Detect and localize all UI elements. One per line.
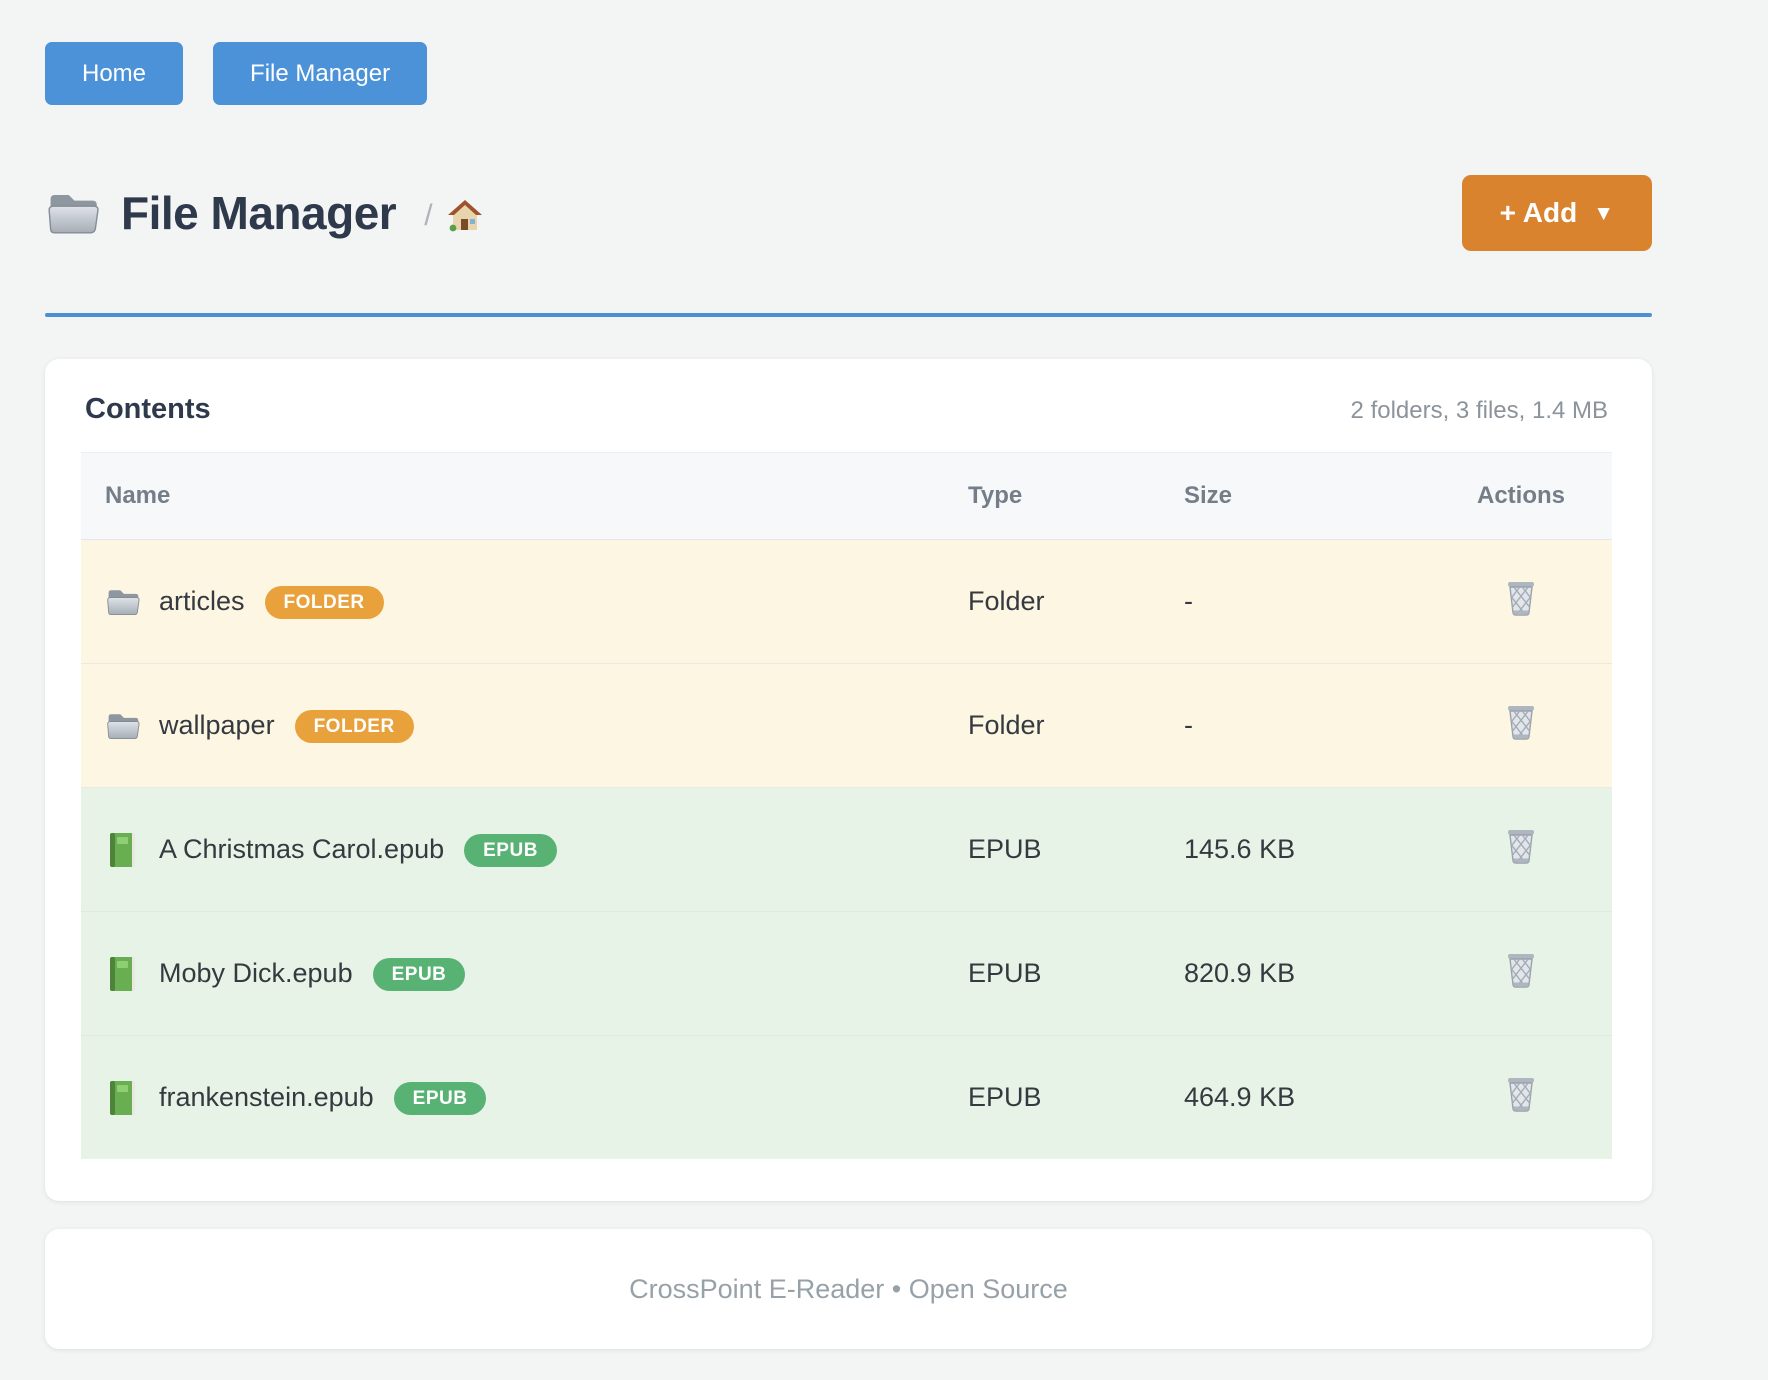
table-row: articles FOLDER Folder - [81, 539, 1612, 664]
column-header-name: Name [81, 452, 968, 540]
footer-text: CrossPoint E-Reader • Open Source [629, 1273, 1068, 1304]
contents-card-header: Contents 2 folders, 3 files, 1.4 MB [81, 393, 1612, 426]
file-name-link[interactable]: A Christmas Carol.epub [159, 834, 445, 864]
breadcrumb-separator: / [424, 199, 433, 232]
type-badge: FOLDER [294, 710, 414, 743]
delete-button[interactable] [1503, 702, 1539, 745]
delete-button[interactable] [1503, 950, 1539, 993]
contents-card: Contents 2 folders, 3 files, 1.4 MB Name… [45, 359, 1652, 1201]
add-button[interactable]: + Add ▼ [1461, 175, 1652, 251]
folder-name-link[interactable]: wallpaper [159, 710, 275, 740]
file-name-link[interactable]: Moby Dick.epub [159, 958, 353, 988]
table-row: A Christmas Carol.epub EPUB EPUB 145.6 K… [81, 787, 1612, 912]
table-row: frankenstein.epub EPUB EPUB 464.9 KB [81, 1035, 1612, 1159]
trash-icon [1503, 1078, 1539, 1117]
type-cell: EPUB [968, 787, 1184, 912]
folder-icon [45, 188, 101, 238]
page-title: File Manager [121, 187, 397, 239]
folder-name-link[interactable]: articles [159, 586, 245, 616]
footer: CrossPoint E-Reader • Open Source [45, 1229, 1652, 1349]
green-book-icon [105, 956, 141, 992]
column-header-type: Type [968, 452, 1184, 540]
type-badge: EPUB [393, 1082, 487, 1115]
size-cell: - [1184, 663, 1430, 788]
type-cell: EPUB [968, 911, 1184, 1036]
nav-file-manager-button[interactable]: File Manager [213, 42, 428, 105]
size-cell: - [1184, 539, 1430, 664]
column-header-actions: Actions [1430, 452, 1612, 540]
folder-icon [105, 708, 141, 744]
type-badge: EPUB [372, 958, 466, 991]
trash-icon [1503, 582, 1539, 621]
column-header-size: Size [1184, 452, 1430, 540]
nav-home-button[interactable]: Home [45, 42, 184, 105]
type-cell: Folder [968, 663, 1184, 788]
caret-down-icon: ▼ [1593, 202, 1614, 225]
contents-summary: 2 folders, 3 files, 1.4 MB [1350, 397, 1608, 424]
table-row: Moby Dick.epub EPUB EPUB 820.9 KB [81, 911, 1612, 1036]
size-cell: 145.6 KB [1184, 787, 1430, 912]
type-cell: EPUB [968, 1035, 1184, 1159]
contents-title: Contents [85, 393, 211, 425]
green-book-icon [105, 1080, 141, 1116]
table-row: wallpaper FOLDER Folder - [81, 663, 1612, 788]
trash-icon [1503, 954, 1539, 993]
file-name-link[interactable]: frankenstein.epub [159, 1082, 374, 1112]
title-wrap: File Manager / [45, 186, 483, 240]
size-cell: 464.9 KB [1184, 1035, 1430, 1159]
add-button-label: + Add [1499, 197, 1578, 228]
delete-button[interactable] [1503, 1074, 1539, 1117]
delete-button[interactable] [1503, 578, 1539, 621]
delete-button[interactable] [1503, 826, 1539, 869]
type-badge: EPUB [464, 834, 557, 867]
title-divider [45, 313, 1652, 317]
size-cell: 820.9 KB [1184, 911, 1430, 1036]
contents-table: Name Type Size Actions articles FOLDER F… [81, 452, 1612, 1159]
page-header: File Manager / + Add ▼ [45, 175, 1652, 251]
trash-icon [1503, 706, 1539, 745]
type-cell: Folder [968, 539, 1184, 664]
green-book-icon [105, 832, 141, 868]
breadcrumb-home-icon[interactable] [447, 199, 483, 233]
top-nav: Home File Manager [45, 0, 1652, 105]
folder-icon [105, 584, 141, 620]
type-badge: FOLDER [264, 586, 384, 619]
trash-icon [1503, 830, 1539, 869]
table-header-row: Name Type Size Actions [81, 452, 1612, 540]
